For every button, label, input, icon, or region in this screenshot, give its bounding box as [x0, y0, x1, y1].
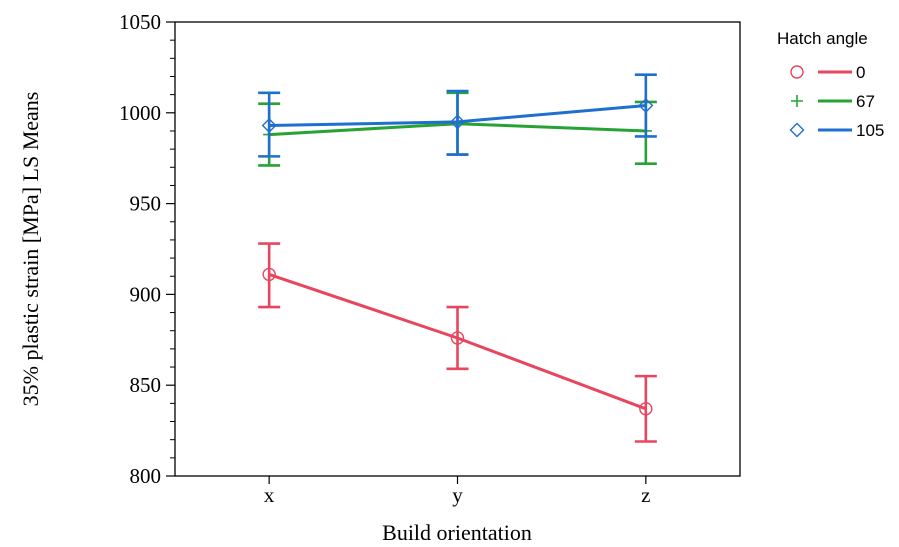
- plot-area: [258, 73, 657, 443]
- data-point: [638, 98, 654, 114]
- legend-label: 105: [856, 121, 884, 140]
- series-0: [258, 242, 657, 443]
- legend-item-105: 105: [789, 121, 884, 140]
- error-bar: [634, 73, 657, 138]
- y-tick-label: 1000: [119, 101, 161, 125]
- y-tick-label: 1050: [119, 10, 161, 34]
- x-axis-title: Build orientation: [382, 520, 532, 545]
- y-tick-label: 800: [130, 464, 162, 488]
- x-tick-label: z: [641, 483, 650, 507]
- legend-marker: [789, 122, 805, 138]
- data-point: [450, 331, 465, 345]
- x-tick-label: y: [452, 483, 463, 507]
- legend: Hatch angle 0 67 105: [777, 29, 884, 140]
- legend-label: 0: [856, 63, 865, 82]
- series-105: [258, 73, 657, 158]
- legend-item-67: 67: [791, 92, 875, 111]
- legend-marker: [790, 65, 804, 79]
- data-point: [261, 118, 277, 134]
- legend-title: Hatch angle: [777, 29, 868, 48]
- data-point: [262, 267, 276, 282]
- data-point: [450, 114, 465, 130]
- legend-label: 67: [856, 92, 875, 111]
- x-tick-label: x: [264, 483, 275, 507]
- error-bar: [258, 91, 281, 158]
- error-bar: [446, 89, 469, 156]
- error-bar: [446, 305, 469, 371]
- error-bar: [634, 374, 657, 443]
- x-axis: x y z: [264, 476, 650, 507]
- y-axis: 800 850 900 950 1000 1050: [119, 10, 175, 488]
- y-tick-label: 850: [130, 373, 162, 397]
- error-bar: [258, 242, 281, 309]
- data-point: [639, 402, 653, 416]
- legend-marker: [791, 95, 803, 107]
- legend-item-0: 0: [790, 63, 865, 82]
- y-tick-label: 950: [130, 192, 162, 216]
- y-tick-label: 900: [130, 282, 162, 306]
- y-axis-title: 35% plastic strain [MPa] LS Means: [18, 92, 43, 407]
